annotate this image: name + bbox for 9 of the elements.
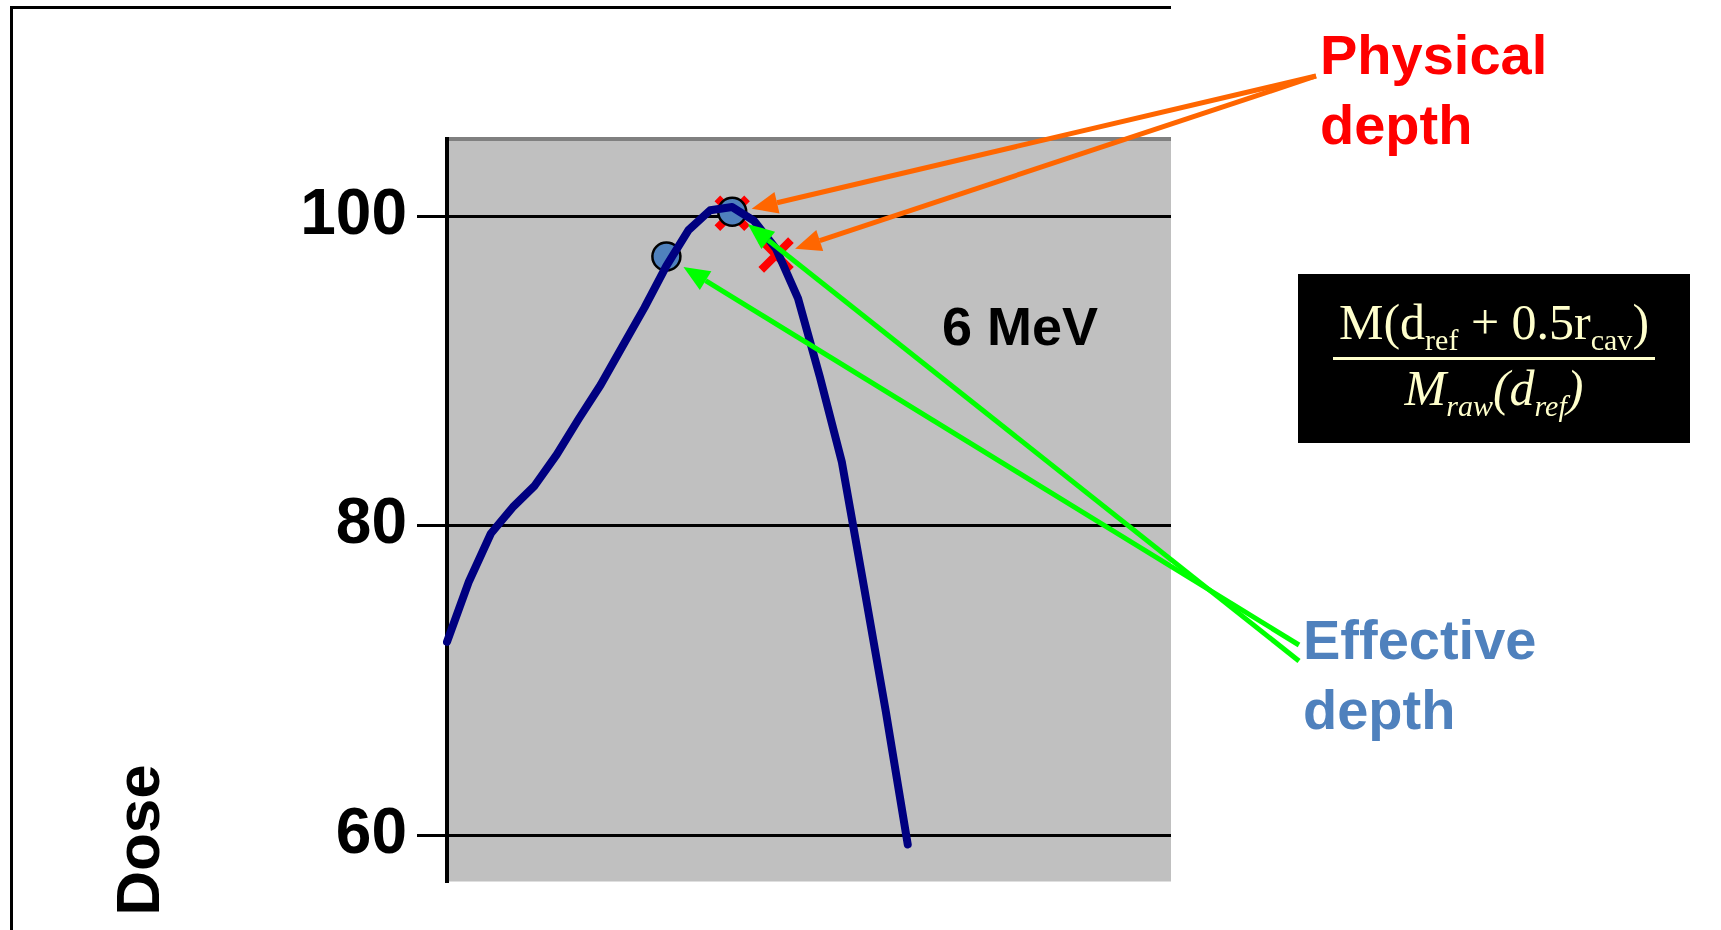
text: Effective depth [1303, 607, 1537, 743]
y-tick-label: 100 [300, 175, 407, 248]
y-tick-label: 60 [335, 794, 407, 867]
annotation: 6 MeV [942, 295, 1099, 357]
text: Physical depth [1320, 22, 1548, 158]
text: M(d$_{ref}$ + 0.5r$_{cav}$) [1332, 293, 1656, 360]
text: M$_{raw}$(d$_{ref}$) [1404, 360, 1584, 424]
y-tick-label: 80 [335, 485, 407, 558]
y-axis-title: Dose [101, 764, 173, 916]
